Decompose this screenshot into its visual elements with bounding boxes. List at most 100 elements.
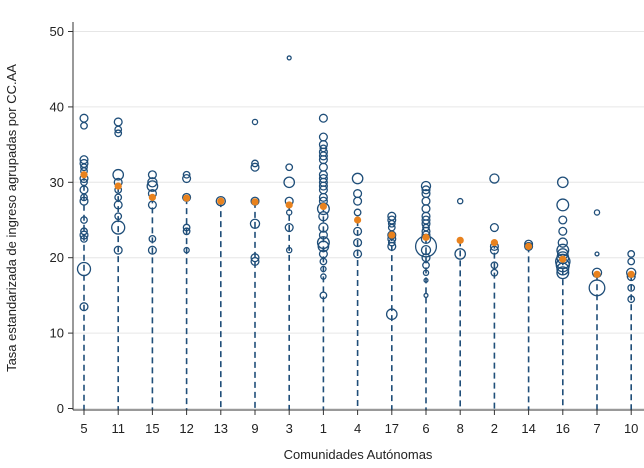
data-point bbox=[146, 180, 159, 192]
data-point bbox=[80, 121, 88, 130]
data-point bbox=[319, 291, 328, 300]
data-point bbox=[113, 245, 123, 255]
data-point bbox=[76, 261, 92, 277]
mean-marker bbox=[183, 194, 191, 202]
data-point bbox=[285, 163, 294, 172]
data-point bbox=[283, 176, 296, 189]
data-point bbox=[251, 159, 259, 168]
x-tick-label: 4 bbox=[354, 421, 361, 436]
data-point bbox=[285, 209, 293, 216]
data-point bbox=[285, 246, 293, 254]
data-point bbox=[147, 245, 157, 255]
data-point bbox=[387, 241, 397, 251]
x-tick-label: 7 bbox=[593, 421, 600, 436]
mean-marker bbox=[627, 270, 635, 278]
data-point bbox=[556, 262, 570, 276]
data-point bbox=[318, 222, 329, 233]
axes bbox=[68, 22, 644, 415]
x-tick-label: 8 bbox=[457, 421, 464, 436]
mean-marker bbox=[285, 201, 293, 209]
x-tick-label: 14 bbox=[521, 421, 535, 436]
mean-marker bbox=[490, 239, 498, 247]
data-point bbox=[420, 244, 432, 256]
data-point bbox=[556, 198, 570, 212]
data-point bbox=[423, 277, 429, 283]
data-point bbox=[250, 162, 260, 172]
data-point bbox=[318, 192, 328, 202]
data-point bbox=[114, 125, 123, 134]
data-point bbox=[147, 200, 157, 210]
data-point bbox=[182, 227, 191, 236]
data-point bbox=[353, 249, 363, 259]
data-point bbox=[556, 266, 570, 280]
data-point bbox=[147, 170, 157, 180]
data-point bbox=[148, 234, 157, 243]
mean-marker bbox=[354, 216, 362, 224]
data-point bbox=[421, 185, 431, 195]
y-tick-label: 0 bbox=[57, 401, 64, 416]
x-tick-label: 2 bbox=[491, 421, 498, 436]
x-tick-label: 10 bbox=[624, 421, 638, 436]
mean-marker bbox=[217, 197, 225, 205]
data-point bbox=[557, 237, 569, 248]
y-tick-label: 10 bbox=[50, 326, 64, 341]
data-point bbox=[80, 234, 88, 243]
data-point bbox=[588, 279, 606, 297]
mean-marker bbox=[80, 171, 88, 179]
mean-marker bbox=[593, 270, 601, 278]
data-point bbox=[182, 223, 191, 232]
x-tick-labels: 5 11 15 12 13 9 3 1 4 17 6 8 2 14 16 7 10 bbox=[80, 421, 638, 436]
data-point bbox=[318, 151, 328, 161]
y-tick-label: 20 bbox=[50, 250, 64, 265]
x-tick-label: 16 bbox=[556, 421, 570, 436]
data-point bbox=[250, 253, 260, 263]
data-point bbox=[79, 113, 89, 123]
data-point bbox=[318, 113, 328, 123]
data-point bbox=[627, 250, 636, 258]
stems bbox=[83, 174, 633, 410]
data-point bbox=[320, 265, 327, 273]
data-point bbox=[489, 245, 499, 255]
data-point bbox=[114, 129, 123, 138]
mean-marker bbox=[319, 202, 327, 211]
data-point bbox=[111, 220, 126, 235]
mean-marker bbox=[114, 182, 122, 190]
data-point bbox=[319, 257, 328, 266]
mean-marker bbox=[422, 233, 430, 241]
data-point bbox=[489, 173, 500, 184]
data-point bbox=[284, 222, 294, 233]
y-tick-label: 40 bbox=[50, 99, 64, 114]
data-point bbox=[318, 230, 328, 240]
data-point bbox=[114, 212, 123, 221]
data-point bbox=[249, 218, 261, 229]
data-point bbox=[422, 261, 430, 270]
data-point bbox=[318, 162, 328, 172]
data-point bbox=[113, 200, 123, 210]
data-point bbox=[385, 308, 398, 321]
data-point bbox=[558, 226, 568, 236]
data-point bbox=[250, 256, 260, 267]
mean-marker bbox=[559, 255, 567, 263]
x-tick-label: 15 bbox=[145, 421, 159, 436]
data-point bbox=[556, 176, 569, 189]
y-tick-label: 50 bbox=[50, 24, 64, 39]
data-point bbox=[79, 230, 89, 240]
data-point bbox=[80, 227, 88, 236]
data-point bbox=[387, 238, 396, 247]
mean-marker bbox=[148, 193, 156, 201]
x-tick-label: 6 bbox=[422, 421, 429, 436]
data-point bbox=[593, 209, 601, 216]
y-tick-label: 30 bbox=[50, 175, 64, 190]
mean-marker bbox=[388, 231, 396, 239]
data-point bbox=[353, 208, 362, 217]
x-axis-label: Comunidades Autónomas bbox=[284, 447, 433, 462]
y-axis-label: Tasa estandarizada de ingreso agrupadas … bbox=[4, 64, 19, 372]
data-point bbox=[320, 273, 327, 280]
data-point bbox=[80, 163, 88, 172]
data-points bbox=[76, 55, 637, 321]
data-point bbox=[387, 219, 396, 228]
data-point bbox=[353, 226, 363, 236]
data-point bbox=[454, 248, 467, 260]
